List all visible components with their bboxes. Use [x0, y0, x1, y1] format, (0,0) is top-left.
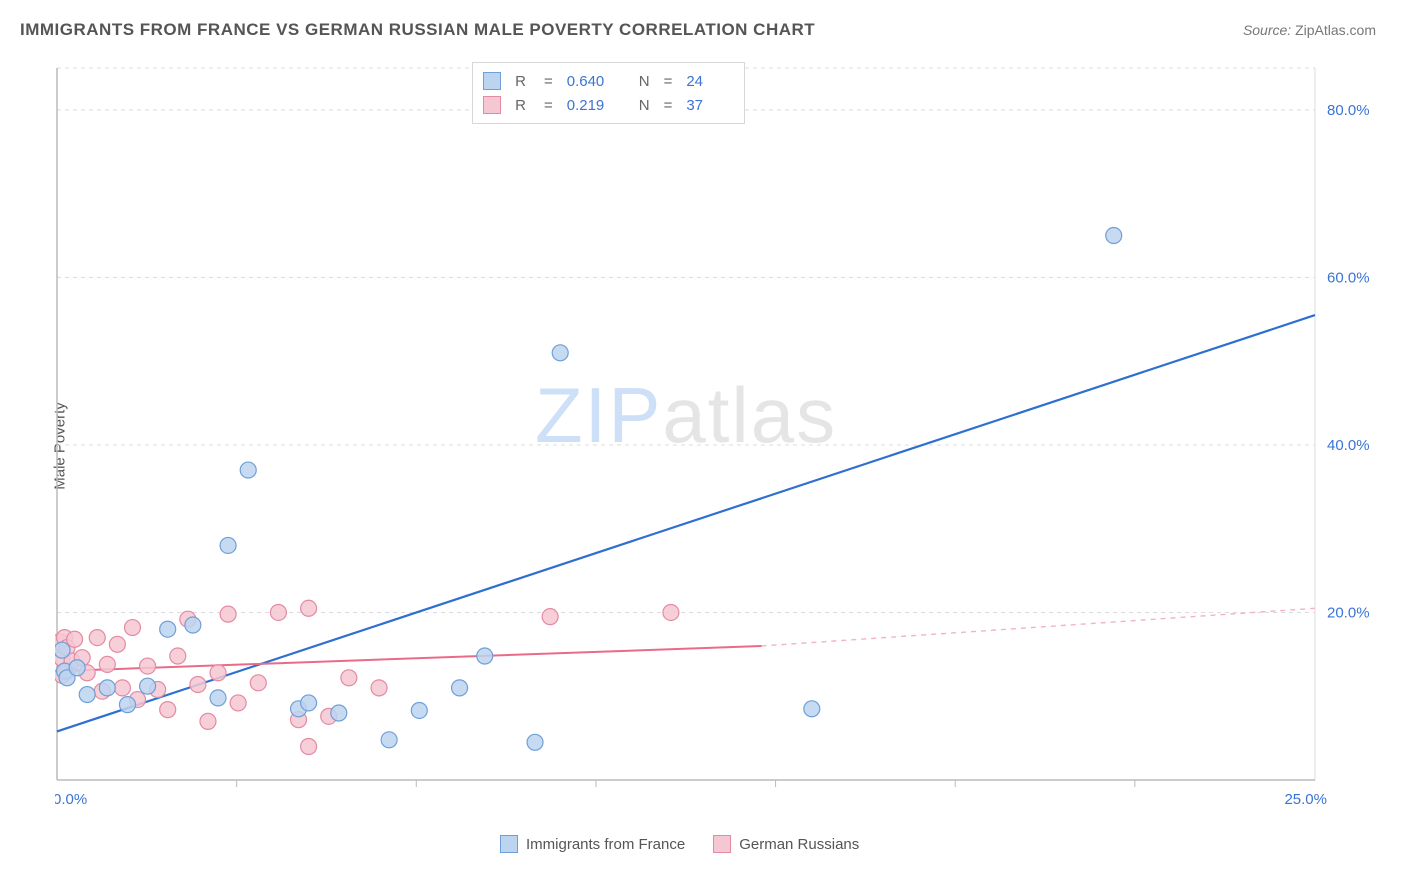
- source-label: Source:: [1243, 22, 1291, 38]
- legend-swatch: [483, 72, 501, 90]
- svg-text:40.0%: 40.0%: [1327, 437, 1370, 454]
- series-name: German Russians: [739, 836, 859, 853]
- plot-area: 20.0%40.0%60.0%80.0%0.0%25.0% ZIPatlas R…: [55, 60, 1375, 820]
- svg-text:20.0%: 20.0%: [1327, 604, 1370, 621]
- scatter-chart: 20.0% 40.0% 60.0% 80.0% 0.0% 25.0%: [55, 60, 1375, 820]
- legend-swatch: [500, 835, 518, 853]
- legend-row: R=0.640N=24: [483, 69, 734, 93]
- legend-n-value: 24: [686, 73, 734, 90]
- legend-r-label: R: [515, 73, 526, 90]
- series-legend-item: German Russians: [713, 835, 859, 853]
- legend-r-value: 0.219: [567, 97, 615, 114]
- legend-n-label: N: [639, 97, 650, 114]
- legend-swatch: [713, 835, 731, 853]
- legend-r-value: 0.640: [567, 73, 615, 90]
- series-legend: Immigrants from France German Russians: [500, 835, 859, 853]
- svg-text:60.0%: 60.0%: [1327, 269, 1370, 286]
- svg-text:80.0%: 80.0%: [1327, 102, 1370, 119]
- svg-text:25.0%: 25.0%: [1284, 791, 1327, 808]
- chart-title: IMMIGRANTS FROM FRANCE VS GERMAN RUSSIAN…: [20, 20, 815, 40]
- legend-r-label: R: [515, 97, 526, 114]
- source-value: ZipAtlas.com: [1295, 22, 1376, 38]
- legend-swatch: [483, 96, 501, 114]
- legend-n-value: 37: [686, 97, 734, 114]
- series-legend-item: Immigrants from France: [500, 835, 685, 853]
- series-name: Immigrants from France: [526, 836, 685, 853]
- correlation-legend: R=0.640N=24R=0.219N=37: [472, 62, 745, 124]
- source-attribution: Source: ZipAtlas.com: [1243, 22, 1376, 38]
- svg-text:0.0%: 0.0%: [55, 791, 87, 808]
- legend-n-label: N: [639, 73, 650, 90]
- legend-row: R=0.219N=37: [483, 93, 734, 117]
